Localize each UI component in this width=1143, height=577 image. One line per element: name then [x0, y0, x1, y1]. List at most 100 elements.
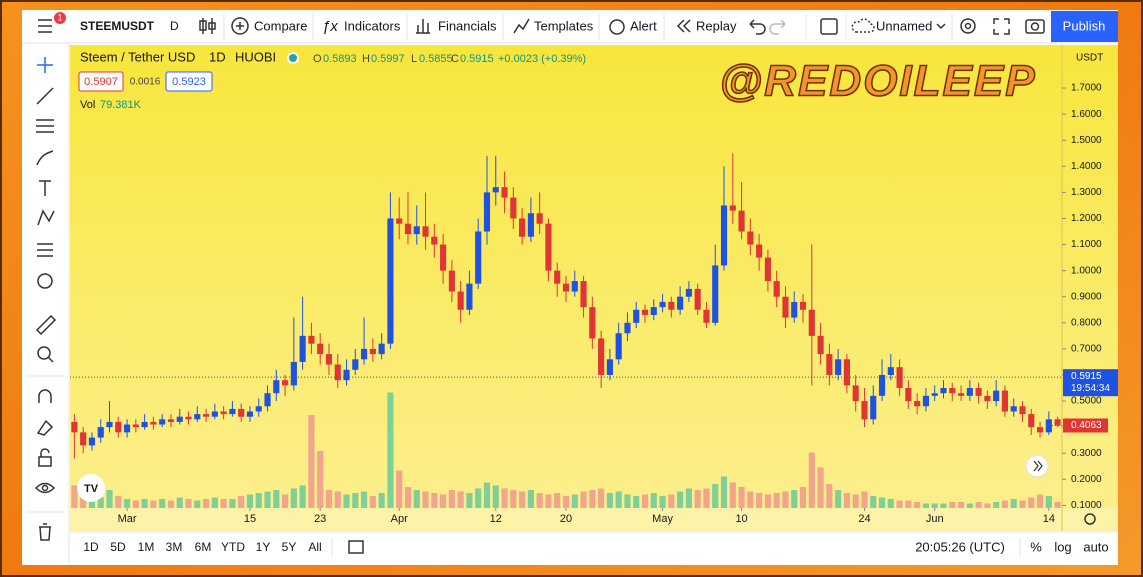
- layout-icon[interactable]: [820, 18, 838, 35]
- volume-bar: [317, 451, 324, 508]
- fullscreen-button[interactable]: [993, 18, 1010, 35]
- compare-button[interactable]: Compare: [254, 18, 307, 33]
- lock-drawing-tool[interactable]: [36, 419, 54, 436]
- range-button[interactable]: 5D: [110, 540, 126, 554]
- y-tick-label: 0.9000: [1071, 291, 1102, 302]
- candle-body: [273, 380, 280, 394]
- candle-body: [641, 309, 649, 315]
- range-button[interactable]: 3M: [166, 540, 183, 554]
- tradingview-logo[interactable]: [77, 474, 105, 502]
- brush-tool[interactable]: [36, 150, 54, 166]
- range-button[interactable]: YTD: [221, 540, 245, 554]
- visibility-tool[interactable]: [34, 482, 56, 494]
- dropdown-arrow[interactable]: [936, 23, 946, 30]
- volume-bar: [624, 494, 631, 508]
- candle-body: [404, 223, 412, 235]
- replay-button[interactable]: Replay: [696, 18, 737, 33]
- volume-bar: [791, 490, 798, 508]
- candle-body: [571, 281, 578, 292]
- volume-bar: [914, 502, 921, 508]
- y-tick-label: 0.3000: [1071, 448, 1102, 459]
- x-tick-label: 15: [244, 513, 256, 525]
- x-tick-label: 23: [314, 513, 326, 525]
- publish-button[interactable]: [1051, 11, 1118, 42]
- buy-button[interactable]: [165, 71, 213, 92]
- compare-icon: [236, 22, 244, 30]
- range-button[interactable]: 1Y: [256, 540, 271, 554]
- volume-bar: [290, 488, 297, 508]
- x-tick-label: Apr: [391, 513, 408, 525]
- volume-bar: [194, 500, 201, 508]
- candle-body: [940, 388, 947, 394]
- candle-body: [220, 411, 227, 415]
- candle-body: [422, 226, 429, 237]
- volume-bar: [756, 493, 763, 508]
- volume-bar: [185, 499, 192, 508]
- publish-label[interactable]: Publish: [1063, 18, 1106, 33]
- volume-bar: [123, 499, 131, 508]
- bar-style-icon[interactable]: [199, 18, 216, 34]
- crosshair-price: 0.5915: [1071, 371, 1102, 382]
- candle-body: [282, 380, 289, 386]
- candle-body: [720, 205, 728, 266]
- x-tick-label: 10: [735, 513, 747, 525]
- candle-body: [782, 296, 789, 318]
- date-range-button[interactable]: [348, 540, 364, 554]
- magnet-tool[interactable]: [38, 389, 52, 403]
- range-button[interactable]: 5Y: [282, 540, 297, 554]
- trendline-tool[interactable]: [36, 87, 54, 105]
- menu-button[interactable]: [38, 19, 52, 33]
- volume-bar: [457, 491, 464, 508]
- scroll-to-realtime[interactable]: [1025, 454, 1049, 478]
- candle-body: [317, 343, 324, 355]
- snapshot-button[interactable]: [1025, 19, 1045, 34]
- zoom-tool[interactable]: [37, 346, 51, 360]
- redo-button[interactable]: [769, 19, 786, 35]
- crosshair-tool[interactable]: [37, 57, 53, 73]
- range-button[interactable]: 1M: [138, 540, 155, 554]
- auto-toggle[interactable]: auto: [1083, 539, 1108, 554]
- icon-tool[interactable]: [37, 273, 53, 289]
- settings-button: [964, 22, 972, 30]
- y-tick-label: 0.2000: [1071, 474, 1102, 485]
- indicators-button[interactable]: Indicators: [344, 18, 401, 33]
- candle-body: [431, 236, 438, 245]
- financials-button[interactable]: Financials: [438, 18, 497, 33]
- settings-button[interactable]: [960, 18, 976, 34]
- volume-bar: [747, 491, 754, 508]
- ruler-tool[interactable]: [35, 314, 57, 336]
- range-button[interactable]: All: [308, 540, 321, 554]
- text-tool[interactable]: [39, 180, 51, 196]
- undo-button[interactable]: [749, 19, 766, 35]
- alert-button[interactable]: Alert: [630, 18, 657, 33]
- volume-bar: [694, 490, 701, 508]
- range-button[interactable]: 1D: [83, 540, 99, 554]
- sell-price[interactable]: 0.5907: [84, 76, 118, 88]
- lock-tool[interactable]: [38, 456, 52, 467]
- clock[interactable]: 20:05:26 (UTC): [915, 539, 1005, 554]
- sell-button[interactable]: [78, 71, 124, 92]
- buy-price[interactable]: 0.5923: [172, 76, 206, 88]
- ohlc-value: 0.5893: [323, 53, 357, 65]
- delete-tool[interactable]: [39, 523, 51, 541]
- percent-toggle[interactable]: %: [1030, 539, 1042, 554]
- volume-bar: [729, 482, 736, 508]
- volume-bar: [738, 487, 745, 508]
- y-tick-label: 0.5000: [1071, 396, 1102, 407]
- interval[interactable]: D: [170, 19, 179, 33]
- x-tick-label: Jun: [926, 513, 944, 525]
- range-button[interactable]: 6M: [195, 540, 212, 554]
- volume-bar: [1019, 500, 1026, 508]
- spread: 0.0016: [130, 77, 161, 88]
- log-toggle[interactable]: log: [1054, 539, 1071, 554]
- fib-tool[interactable]: [36, 119, 54, 133]
- axis-settings[interactable]: [1084, 513, 1096, 525]
- candle-body: [150, 421, 157, 425]
- prediction-tool[interactable]: [37, 243, 53, 257]
- layout-name[interactable]: Unnamed: [876, 18, 932, 33]
- pattern-tool[interactable]: [37, 209, 55, 226]
- volume-bar: [545, 494, 552, 508]
- symbol[interactable]: STEEMUSDT: [80, 19, 155, 33]
- templates-button[interactable]: Templates: [534, 18, 594, 33]
- y-tick-label: 0.1000: [1071, 500, 1102, 511]
